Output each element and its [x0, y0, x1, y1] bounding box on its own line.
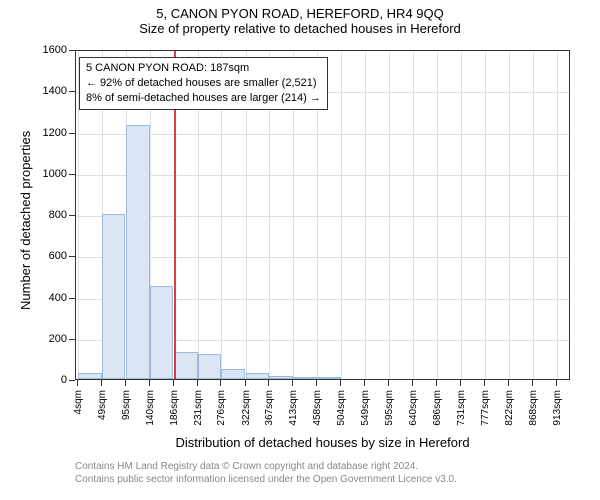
x-tick — [364, 380, 365, 386]
x-tick-label: 413sqm — [288, 390, 299, 426]
histogram-bar — [78, 373, 102, 379]
x-tick-label: 549sqm — [360, 390, 371, 426]
y-tick-label: 600 — [33, 250, 67, 262]
y-tick-label: 1200 — [33, 127, 67, 139]
x-tick-label: 95sqm — [121, 390, 132, 420]
y-tick-label: 800 — [33, 209, 67, 221]
x-tick-label: 686sqm — [432, 390, 443, 426]
x-tick — [340, 380, 341, 386]
grid-line-v — [389, 51, 390, 379]
grid-line-v — [413, 51, 414, 379]
y-tick-label: 200 — [33, 333, 67, 345]
y-tick — [69, 174, 75, 175]
x-axis-label: Distribution of detached houses by size … — [75, 435, 570, 450]
x-tick — [125, 380, 126, 386]
grid-line-v — [533, 51, 534, 379]
histogram-bar — [174, 352, 198, 379]
x-tick-label: 504sqm — [336, 390, 347, 426]
x-tick — [77, 380, 78, 386]
y-tick — [69, 380, 75, 381]
histogram-bar — [293, 377, 317, 379]
histogram-bar — [317, 377, 341, 379]
histogram-bar — [150, 286, 174, 379]
x-tick — [268, 380, 269, 386]
x-tick-label: 640sqm — [408, 390, 419, 426]
x-tick-label: 595sqm — [384, 390, 395, 426]
x-tick-label: 49sqm — [97, 390, 108, 420]
x-tick-label: 231sqm — [193, 390, 204, 426]
histogram-bar — [126, 125, 150, 379]
x-tick-label: 367sqm — [264, 390, 275, 426]
x-tick-label: 322sqm — [241, 390, 252, 426]
x-tick — [412, 380, 413, 386]
grid-line-v — [341, 51, 342, 379]
x-tick-label: 458sqm — [312, 390, 323, 426]
y-tick — [69, 215, 75, 216]
grid-line-v — [461, 51, 462, 379]
y-tick — [69, 256, 75, 257]
y-tick — [69, 339, 75, 340]
info-box-line: 8% of semi-detached houses are larger (2… — [86, 91, 321, 106]
grid-line-v — [437, 51, 438, 379]
grid-line-v — [365, 51, 366, 379]
x-tick — [508, 380, 509, 386]
y-tick-label: 1600 — [33, 44, 67, 56]
y-axis-label: Number of detached properties — [18, 131, 33, 310]
footer-line1: Contains HM Land Registry data © Crown c… — [75, 460, 457, 473]
x-tick — [388, 380, 389, 386]
y-tick — [69, 298, 75, 299]
x-tick-label: 731sqm — [456, 390, 467, 426]
y-tick-label: 400 — [33, 292, 67, 304]
plot-area: 5 CANON PYON ROAD: 187sqm← 92% of detach… — [75, 50, 570, 380]
y-tick-label: 0 — [33, 374, 67, 386]
x-tick — [220, 380, 221, 386]
y-tick-label: 1400 — [33, 85, 67, 97]
x-tick-label: 4sqm — [73, 390, 84, 414]
histogram-bar — [246, 373, 270, 379]
x-tick — [556, 380, 557, 386]
y-tick — [69, 133, 75, 134]
grid-line-v — [509, 51, 510, 379]
chart-container: 5, CANON PYON ROAD, HEREFORD, HR4 9QQ Si… — [0, 0, 600, 500]
footer-attribution: Contains HM Land Registry data © Crown c… — [75, 460, 457, 486]
x-tick — [173, 380, 174, 386]
histogram-bar — [269, 376, 293, 379]
x-tick — [292, 380, 293, 386]
histogram-bar — [221, 369, 245, 379]
x-tick-label: 140sqm — [145, 390, 156, 426]
x-tick-label: 276sqm — [216, 390, 227, 426]
x-tick — [460, 380, 461, 386]
x-tick — [436, 380, 437, 386]
x-tick-label: 913sqm — [552, 390, 563, 426]
x-tick — [532, 380, 533, 386]
histogram-bar — [102, 214, 126, 379]
y-tick-label: 1000 — [33, 168, 67, 180]
x-tick — [316, 380, 317, 386]
x-tick — [245, 380, 246, 386]
x-tick — [484, 380, 485, 386]
y-tick — [69, 50, 75, 51]
footer-line2: Contains public sector information licen… — [75, 473, 457, 486]
info-box-line: 5 CANON PYON ROAD: 187sqm — [86, 61, 321, 76]
x-tick-label: 822sqm — [504, 390, 515, 426]
grid-line-v — [557, 51, 558, 379]
grid-line-v — [485, 51, 486, 379]
x-tick — [149, 380, 150, 386]
chart-title: 5, CANON PYON ROAD, HEREFORD, HR4 9QQ — [0, 0, 600, 21]
x-tick-label: 186sqm — [169, 390, 180, 426]
x-tick-label: 868sqm — [528, 390, 539, 426]
x-tick — [101, 380, 102, 386]
y-tick — [69, 91, 75, 92]
x-tick — [197, 380, 198, 386]
info-box: 5 CANON PYON ROAD: 187sqm← 92% of detach… — [79, 57, 328, 110]
x-tick-label: 777sqm — [480, 390, 491, 426]
chart-subtitle: Size of property relative to detached ho… — [0, 21, 600, 36]
histogram-bar — [198, 354, 222, 379]
info-box-line: ← 92% of detached houses are smaller (2,… — [86, 76, 321, 91]
